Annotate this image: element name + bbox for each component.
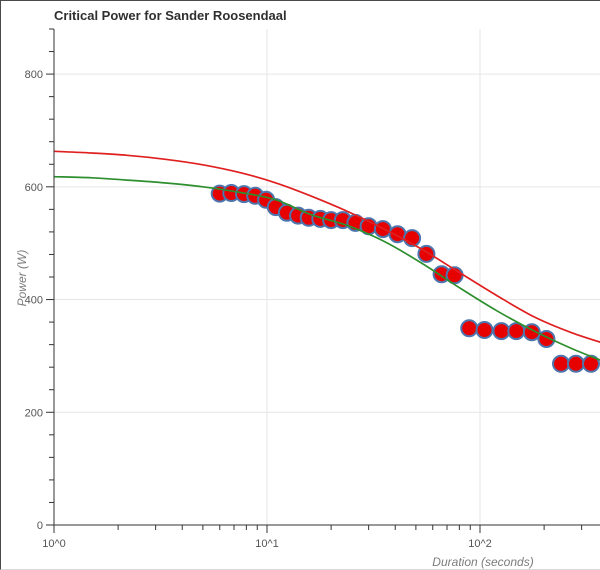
- y-tick-label: 400: [25, 295, 43, 307]
- data-point: [552, 354, 570, 373]
- y-tick-label: 600: [25, 182, 43, 194]
- y-tick-label: 200: [25, 407, 43, 419]
- y-tick-label: 800: [25, 69, 43, 81]
- data-point: [492, 322, 511, 341]
- y-axis-label: Power (W): [15, 249, 29, 307]
- data-point: [460, 319, 479, 338]
- red-model-curve: [53, 150, 600, 343]
- x-tick-label: 10^1: [255, 538, 279, 550]
- x-axis-label: Duration (seconds): [432, 555, 534, 569]
- data-point: [566, 354, 585, 373]
- x-tick-label: 10^2: [468, 538, 492, 550]
- y-tick-label: 0: [37, 520, 43, 532]
- green-model-curve: [53, 175, 600, 361]
- chart-title: Critical Power for Sander Roosendaal: [54, 8, 287, 23]
- x-tick-label: 10^0: [42, 538, 66, 550]
- data-point: [475, 321, 494, 339]
